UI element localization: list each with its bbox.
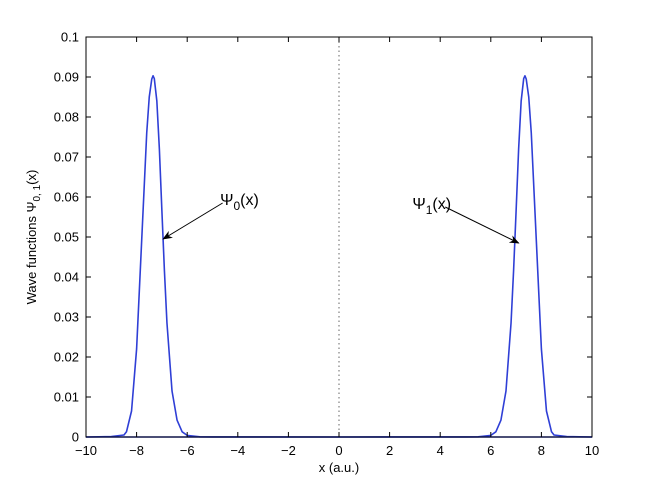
annotation-label-0: Ψ0(x) [220,192,259,213]
x-axis-label: x (a.u.) [319,460,359,475]
x-tick-label: 6 [487,443,494,458]
x-tick-label: −8 [129,443,144,458]
y-tick-label: 0.09 [54,70,79,85]
y-tick-label: 0.08 [54,110,79,125]
y-tick-label: 0.06 [54,190,79,205]
ticks [85,36,593,438]
y-tick-label: 0 [72,430,79,445]
plot-frame [85,36,593,438]
y-tick-label: 0.07 [54,150,79,165]
y-axis-label-sub: 0, 1 [32,184,43,201]
x-tick-label: 2 [386,443,393,458]
y-axis-label-tail: (x) [24,170,39,185]
x-tick-label: −2 [281,443,296,458]
tick-labels: −10 −8 −6 −4 −2 0 2 4 6 8 10 0 0.01 0.02 0.03 0.04 0.05 0… [54,30,600,459]
y-tick-label: 0.05 [54,230,79,245]
y-tick-label: 0.02 [54,350,79,365]
annotation-arrow-1 [445,206,520,244]
x-tick-label: 8 [538,443,545,458]
x-tick-label: −4 [230,443,245,458]
annotation-arrow-0 [162,202,223,240]
x-tick-label: 10 [585,443,599,458]
y-tick-label: 0.04 [54,270,79,285]
y-axis-label-main: Wave functions Ψ [24,201,39,304]
x-tick-label: −6 [180,443,195,458]
y-tick-label: 0.01 [54,390,79,405]
x-tick-label: 0 [335,443,342,458]
x-tick-label: 4 [437,443,444,458]
y-axis-label: Wave functions Ψ0, 1(x) [24,170,43,305]
annotation-label-1: Ψ1(x) [412,196,451,217]
annotations: Ψ0(x) Ψ1(x) [162,192,520,244]
y-tick-label: 0.03 [54,310,79,325]
x-tick-label: −10 [75,443,97,458]
y-tick-label: 0.1 [61,30,79,45]
